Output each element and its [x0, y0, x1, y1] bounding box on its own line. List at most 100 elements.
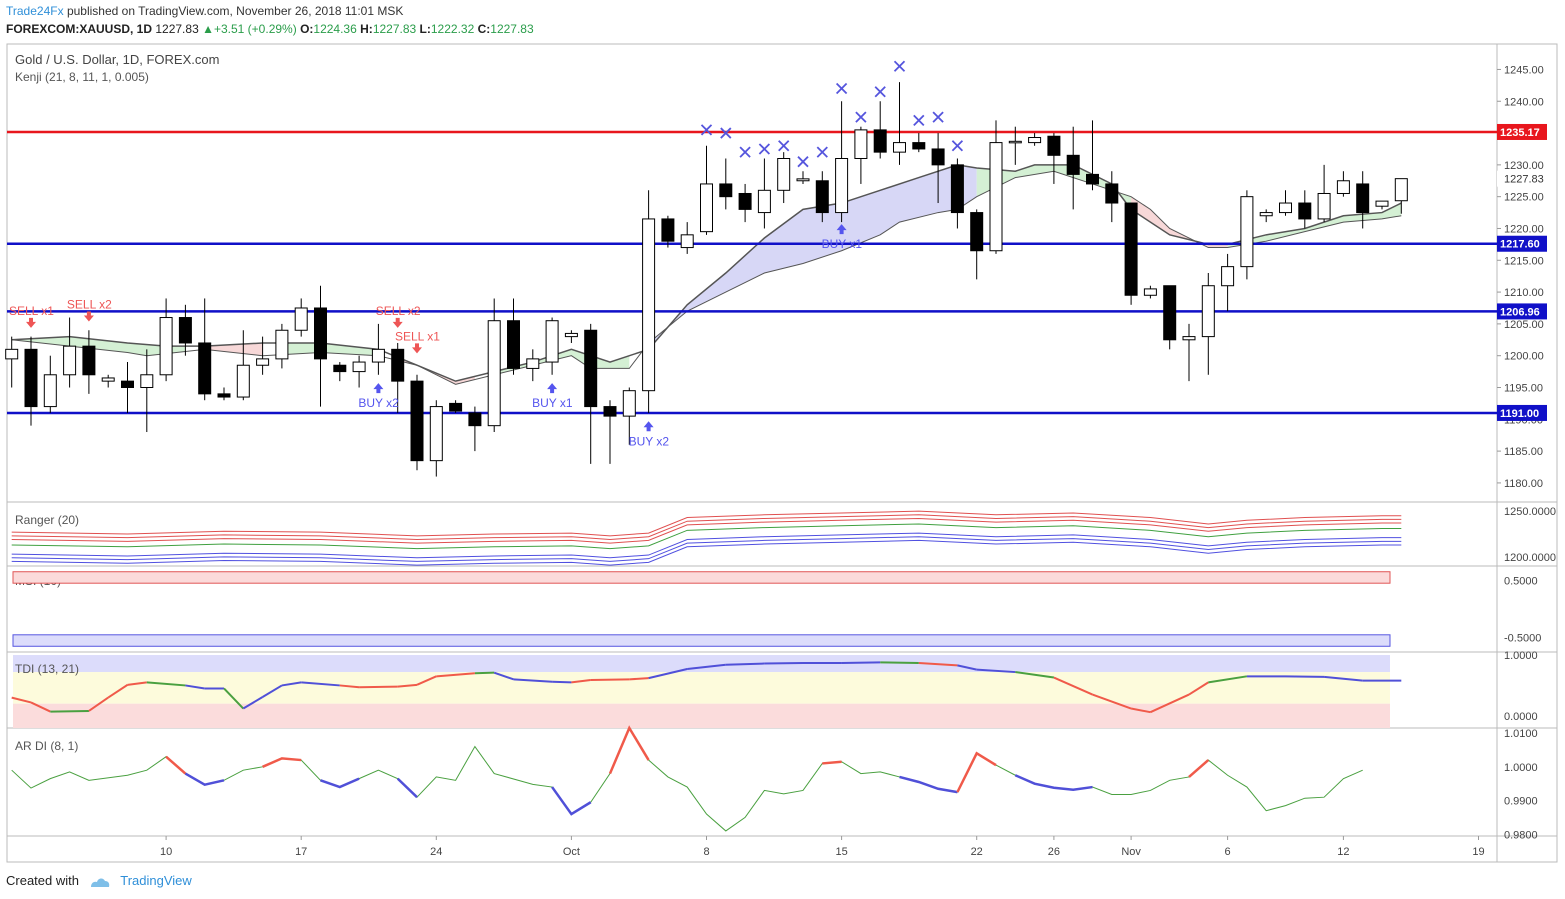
sell-signal-label: SELL x1 [9, 304, 54, 318]
tdi-line-segment [841, 661, 881, 664]
tdi-line-segment [513, 678, 553, 683]
level-price-tag [1497, 235, 1547, 252]
kenji-lower-line [11, 170, 1402, 385]
price-tick-label: 1240.00 [1504, 96, 1544, 108]
cross-marker-icon [720, 127, 732, 139]
bear-candle [1124, 202, 1138, 296]
open-label: O: [300, 22, 314, 36]
published-text: published on TradingView.com, November 2… [66, 4, 404, 18]
ardi-line [11, 726, 1363, 832]
tdi-line-segment [976, 668, 1016, 674]
ardi-tick-label: 1.0000 [1504, 762, 1538, 774]
cross-marker-icon [951, 140, 964, 152]
tdi-line-segment [88, 696, 109, 712]
bear-candle [121, 380, 134, 388]
buy-signal-label: BUY x1 [532, 396, 573, 410]
footer: Created with TradingView [6, 873, 192, 889]
tdi-line-segment [1149, 693, 1190, 714]
bull-candle [777, 158, 791, 191]
ardi-red-segment [822, 760, 842, 765]
last-price: 1227.83 [155, 22, 199, 36]
buy-arrow-icon [643, 421, 654, 432]
bear-candle [391, 348, 405, 382]
kenji-indicator-label: Kenji (21, 8, 11, 1, 0.005) [15, 70, 149, 84]
tdi-lower-band [13, 703, 1390, 728]
bull-candle [1182, 336, 1196, 341]
bear-candle [410, 380, 424, 462]
kenji-cloud-segment [281, 342, 379, 356]
bull-candle [294, 307, 308, 331]
bear-candle [931, 148, 945, 166]
tdi-line-segment [1053, 676, 1093, 696]
tdi-line-segment [436, 672, 475, 678]
bear-candle [1163, 285, 1177, 341]
ardi-red-segment [262, 757, 302, 768]
tdi-label: TDI (13, 21) [15, 662, 79, 676]
tdi-line-segment [339, 684, 360, 689]
tradingview-link[interactable]: TradingView [120, 873, 192, 888]
bear-candle [738, 192, 752, 210]
cross-marker-icon [913, 114, 925, 126]
created-with-text: Created with [6, 873, 79, 888]
bull-candle [680, 234, 694, 249]
bull-candle [101, 377, 115, 382]
cross-marker-icon [797, 156, 809, 168]
cross-marker-icon [855, 111, 867, 123]
close-label: C: [477, 22, 491, 36]
bull-candle [63, 345, 77, 376]
tdi-line-segment [1092, 693, 1132, 710]
bull-candle [256, 358, 270, 366]
bull-candle [1375, 200, 1389, 207]
bear-candle [1298, 202, 1312, 220]
tdi-line-segment [474, 671, 495, 675]
kenji-cloud-segment [1227, 203, 1402, 248]
tdi-line-segment [223, 687, 245, 710]
bear-candle [912, 142, 926, 150]
bull-candle [1240, 196, 1254, 268]
cross-marker-icon [758, 143, 771, 155]
ardi-blue-segment [320, 777, 360, 789]
buy-arrow-icon [373, 383, 384, 394]
bear-candle [198, 342, 212, 395]
tdi-line-segment [127, 681, 147, 686]
last-price-tag [1497, 170, 1547, 187]
kenji-cloud-segment [648, 164, 977, 350]
tdi-line-segment [30, 701, 51, 713]
kenji-cloud-segment [1131, 196, 1228, 248]
time-tick-label: 6 [1225, 846, 1231, 858]
tdi-line-segment [281, 681, 302, 687]
tdi-line-segment [1208, 675, 1248, 684]
tdi-line-segment [957, 664, 977, 671]
bull-candle [526, 358, 540, 369]
cross-marker-icon [700, 124, 713, 136]
bull-candle [1028, 137, 1042, 144]
bull-candle [1201, 285, 1215, 338]
price-tick-label: 1230.00 [1504, 160, 1544, 172]
time-tick-label: 26 [1048, 846, 1060, 858]
bear-candle [314, 307, 327, 360]
level-price-tag-label: 1206.96 [1500, 306, 1540, 318]
ardi-tick-label: 0.9900 [1504, 796, 1538, 808]
tradingview-logo-icon [90, 878, 109, 887]
cross-marker-icon [816, 146, 828, 158]
tdi-line-segment [242, 696, 264, 710]
time-tick-label: 24 [430, 846, 442, 858]
symbol-legend: FOREXCOM:XAUUSD, 1D 1227.83 ▲+3.51 (+0.2… [6, 22, 534, 36]
ranger-lower-band [11, 532, 1402, 559]
ardi-red-segment [1188, 759, 1210, 778]
ardi-label: AR DI (8, 1) [15, 739, 78, 753]
open-value: 1224.36 [313, 22, 357, 36]
tdi-tick-label: 0.0000 [1504, 711, 1538, 723]
price-tick-label: 1210.00 [1504, 287, 1544, 299]
close-value: 1227.83 [490, 22, 534, 36]
bear-candle [507, 320, 520, 369]
tdi-line-segment [1285, 675, 1325, 678]
bull-candle [642, 218, 656, 392]
bull-candle [1394, 178, 1408, 202]
ardi-red-segment [165, 755, 187, 775]
cross-marker-icon [835, 82, 848, 95]
ranger-mid-band [11, 523, 1402, 550]
publisher-name[interactable]: Trade24Fx [6, 4, 64, 18]
bull-candle [564, 332, 578, 338]
